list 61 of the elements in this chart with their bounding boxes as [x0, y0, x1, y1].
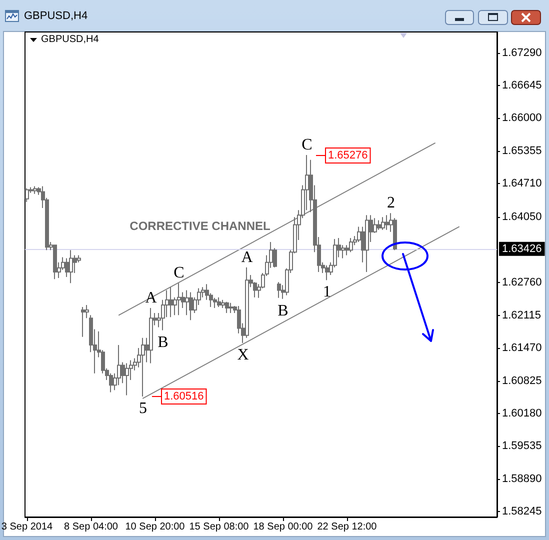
candlestick [189, 292, 193, 321]
x-tick-label: 8 Sep 04:00 [64, 522, 118, 532]
candlestick [125, 362, 129, 396]
candlestick [185, 290, 189, 316]
candlestick [177, 282, 181, 316]
candlestick [141, 337, 145, 397]
candlestick [81, 306, 85, 338]
candlestick [225, 301, 229, 314]
annotation: B [158, 334, 168, 351]
annotation: 5 [139, 400, 147, 417]
x-tick-label: 10 Sep 20:00 [125, 522, 186, 532]
annotation: CORRECTIVE CHANNEL [130, 219, 270, 233]
y-tick-label: 1.58245 [502, 506, 542, 518]
candlestick [217, 296, 221, 308]
annotation: A [145, 289, 158, 306]
candlestick [169, 286, 173, 318]
candlestick [277, 282, 281, 298]
candlestick [365, 214, 369, 272]
y-tick-label: 1.66645 [502, 80, 542, 92]
annotation: 1.65276 [328, 150, 368, 162]
candlestick [385, 214, 389, 230]
candlestick [117, 344, 121, 386]
ref-line-label: 1.63426 [502, 242, 542, 255]
candlestick [33, 186, 37, 194]
annotation: X [237, 346, 250, 364]
candlestick [69, 250, 73, 284]
y-tick-label: 1.62760 [502, 276, 542, 289]
candlestick [213, 297, 217, 308]
candlestick [25, 188, 29, 202]
candlestick [109, 372, 113, 393]
x-tick-label: 15 Sep 08:00 [189, 522, 250, 532]
y-tick-label: 1.60825 [502, 374, 542, 387]
annotation: 2 [387, 194, 395, 212]
chart-subtitle: GBPUSD,H4 [41, 34, 99, 46]
y-tick-label: 1.66000 [502, 112, 542, 124]
annotation: 1.60516 [164, 390, 204, 402]
y-tick-label: 1.64710 [502, 178, 542, 190]
x-tick-label: 18 Sep 00:00 [253, 522, 314, 532]
annotation: 1 [323, 284, 331, 301]
y-tick-label: 1.59535 [502, 440, 542, 452]
candlestick [149, 307, 153, 364]
annotation: B [278, 302, 288, 320]
y-tick-label: 1.61470 [502, 342, 542, 354]
candlestick [377, 220, 381, 230]
x-tick-label: 3 Sep 2014 [1, 522, 54, 532]
y-tick-label: 1.65355 [502, 144, 542, 157]
candlestick [349, 237, 353, 253]
candlestick [325, 264, 329, 281]
y-tick-label: 1.64050 [502, 211, 542, 224]
y-tick-label: 1.58890 [502, 472, 542, 485]
candlestick [381, 216, 385, 230]
candlestick [53, 244, 57, 280]
x-tick-label: 22 Sep 12:00 [317, 522, 378, 532]
annotation: C [174, 264, 184, 282]
annotation: A [241, 248, 254, 266]
y-tick-label: 1.60180 [502, 408, 542, 420]
candlestick [229, 302, 233, 314]
y-tick-label: 1.62115 [502, 309, 541, 322]
chart-title: GBPUSD,H4 [24, 10, 88, 23]
y-tick-label: 1.67290 [502, 46, 542, 59]
annotation: C [302, 136, 312, 154]
